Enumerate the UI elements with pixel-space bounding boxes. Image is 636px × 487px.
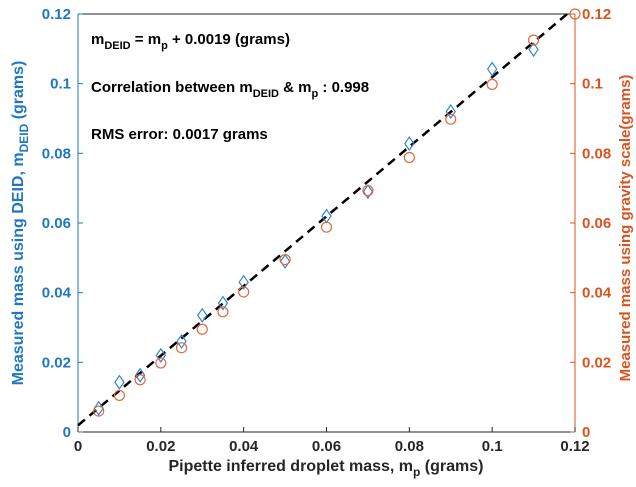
gravity-scale-point bbox=[175, 342, 188, 354]
y-left-tick-label: 0.06 bbox=[42, 215, 71, 232]
x-tick-label: 0.1 bbox=[482, 438, 503, 455]
y-left-axis-title: Measured mass using DEID, mDEID (grams) bbox=[10, 61, 31, 386]
deid-point bbox=[528, 41, 539, 58]
gravity-scale-point bbox=[569, 8, 581, 20]
y-right-tick-label: 0.02 bbox=[582, 354, 611, 371]
y-right-axis-title: Measured mass using gravity scale(grams) bbox=[617, 75, 634, 382]
deid-point bbox=[486, 61, 498, 77]
x-tick-label: 0.06 bbox=[312, 438, 341, 455]
y-right-axis-ticks: 0 0.02 0.04 0.06 0.08 0.1 0.12 bbox=[570, 6, 612, 441]
deid-point bbox=[197, 307, 208, 323]
deid-point bbox=[155, 347, 167, 363]
x-tick-label: 0.02 bbox=[146, 438, 175, 455]
gravity-scale-point bbox=[134, 374, 146, 386]
deid-point bbox=[362, 184, 374, 200]
gravity-scale-point bbox=[217, 306, 229, 318]
gravity-scale-point bbox=[238, 286, 250, 298]
y-left-tick-label: 0.02 bbox=[42, 354, 71, 371]
gravity-scale-point bbox=[93, 405, 105, 417]
x-tick-label: 0.04 bbox=[229, 438, 259, 455]
y-right-tick-label: 0.08 bbox=[582, 145, 611, 162]
gravity-scale-point bbox=[527, 34, 540, 46]
deid-point bbox=[279, 253, 291, 269]
y-right-tick-label: 0.06 bbox=[582, 215, 611, 232]
x-tick-label: 0 bbox=[74, 438, 82, 455]
gravity-scale-point bbox=[279, 253, 291, 266]
y-right-tick-label: 0.04 bbox=[582, 285, 612, 302]
deid-point bbox=[93, 400, 104, 416]
deid-point bbox=[445, 103, 456, 120]
x-axis-ticks: 0 0.02 0.04 0.06 0.08 0.1 0.12 bbox=[74, 427, 590, 455]
y-left-tick-label: 0.08 bbox=[42, 145, 71, 162]
deid-point bbox=[114, 374, 125, 390]
y-right-tick-label: 0.1 bbox=[582, 76, 603, 93]
y-left-tick-label: 0 bbox=[63, 424, 71, 441]
x-tick-label: 0.12 bbox=[560, 438, 589, 455]
gravity-scale-series bbox=[93, 8, 581, 417]
gravity-scale-point bbox=[320, 221, 333, 233]
y-left-axis-ticks: 0 0.02 0.04 0.06 0.08 0.1 0.12 bbox=[42, 6, 83, 441]
y-right-tick-label: 0.12 bbox=[582, 6, 611, 23]
gravity-scale-point bbox=[155, 357, 167, 369]
gravity-scale-point bbox=[113, 389, 126, 402]
deid-point bbox=[238, 274, 249, 290]
rms-error-annotation: RMS error: 0.0017 grams bbox=[91, 126, 268, 143]
deid-point bbox=[176, 333, 187, 349]
deid-series bbox=[93, 41, 539, 416]
fit-line bbox=[77, 13, 568, 427]
y-left-tick-label: 0.04 bbox=[42, 285, 72, 302]
gravity-scale-point bbox=[486, 78, 498, 90]
deid-point bbox=[134, 367, 146, 383]
gravity-scale-point bbox=[362, 185, 374, 197]
gravity-scale-point bbox=[445, 113, 457, 125]
x-axis-title: Pipette inferred droplet mass, mp (grams… bbox=[169, 458, 484, 479]
gravity-scale-point bbox=[196, 323, 208, 335]
y-left-tick-label: 0.12 bbox=[42, 6, 71, 23]
deid-point bbox=[217, 295, 229, 311]
y-left-tick-label: 0.1 bbox=[50, 76, 71, 93]
gravity-scale-point bbox=[403, 151, 415, 164]
deid-point bbox=[404, 136, 415, 152]
correlation-annotation: Correlation between mDEID & mp : 0.998 bbox=[91, 79, 369, 100]
fit-equation-annotation: mDEID = mp + 0.0019 (grams) bbox=[91, 31, 290, 52]
x-tick-label: 0.08 bbox=[395, 438, 424, 455]
y-right-tick-label: 0 bbox=[582, 424, 590, 441]
